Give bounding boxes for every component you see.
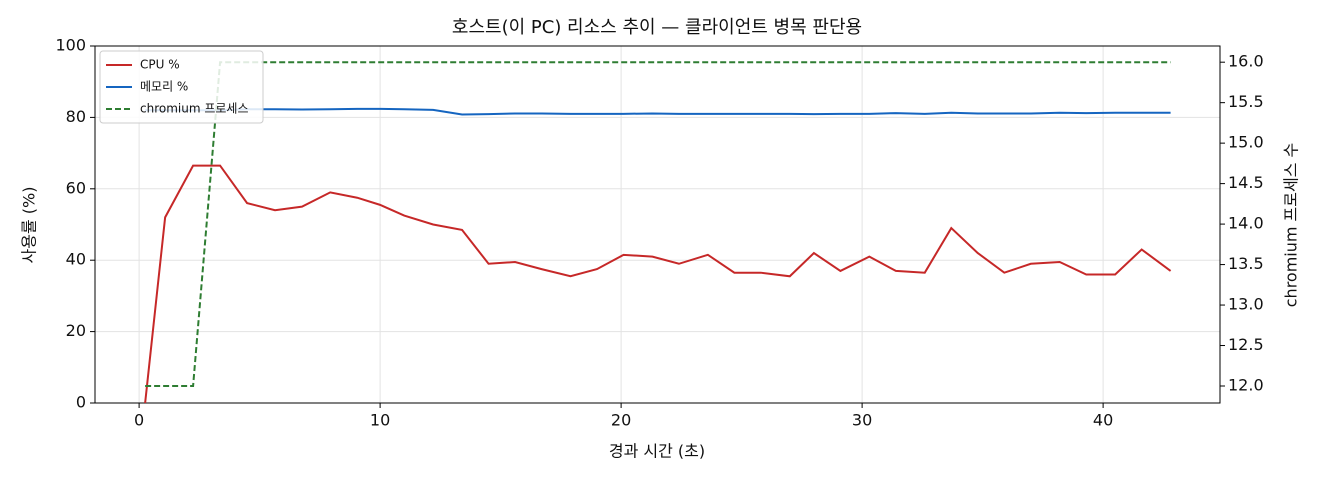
y2-tick-label: 12.0	[1228, 376, 1264, 395]
legend-label: CPU %	[140, 58, 180, 72]
y-axis-label: 사용률 (%)	[20, 187, 39, 264]
y2-tick-label: 16.0	[1228, 52, 1264, 71]
y2-tick-label: 13.5	[1228, 254, 1264, 273]
y2-tick-label: 12.5	[1228, 335, 1264, 354]
y2-tick-label: 14.5	[1228, 173, 1264, 192]
legend-label: 메모리 %	[140, 80, 188, 94]
y2-tick-label: 15.5	[1228, 92, 1264, 111]
series-line	[144, 164, 1172, 404]
y2-tick-label: 13.0	[1228, 295, 1264, 314]
y-tick-label: 60	[66, 178, 86, 197]
series-line	[145, 61, 1171, 387]
x-axis-label: 경과 시간 (초)	[609, 442, 705, 461]
chart-title: 호스트(이 PC) 리소스 추이 — 클라이언트 병목 판단용	[452, 17, 862, 38]
x-tick-label: 0	[134, 411, 144, 430]
legend: CPU % 메모리 % chromium 프로세스	[99, 50, 264, 124]
y-tick-label: 20	[66, 321, 86, 340]
y-tick-label: 100	[55, 36, 86, 55]
y2-tick-label: 15.0	[1228, 133, 1264, 152]
legend-label: chromium 프로세스	[140, 102, 249, 116]
y2-tick-label: 14.0	[1228, 214, 1264, 233]
y2-axis-label: chromium 프로세스 수	[1282, 143, 1301, 307]
series-line	[145, 107, 1171, 116]
x-tick-label: 30	[852, 411, 872, 430]
y-tick-label: 80	[66, 107, 86, 126]
y-tick-label: 40	[66, 250, 86, 269]
y-tick-label: 0	[76, 393, 86, 412]
x-tick-label: 20	[611, 411, 631, 430]
x-tick-label: 40	[1093, 411, 1113, 430]
legend-box	[99, 50, 264, 124]
x-tick-label: 10	[370, 411, 390, 430]
plot-frame	[94, 45, 1221, 404]
